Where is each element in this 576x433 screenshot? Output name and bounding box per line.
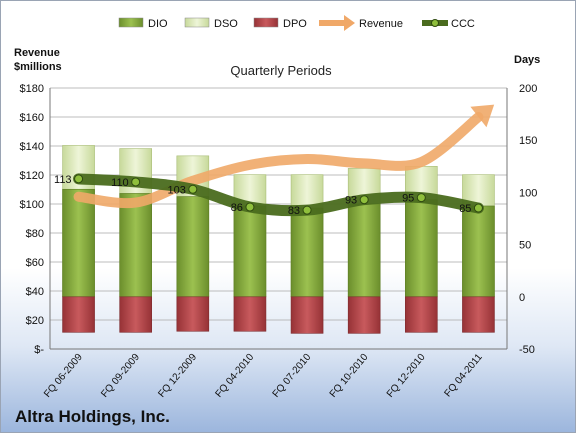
category-label: FQ 07-2010 xyxy=(271,352,314,400)
ccc-point xyxy=(131,177,141,187)
ccc-point xyxy=(359,195,369,205)
ccc-data-label: 110 xyxy=(111,177,129,189)
dio-bar xyxy=(347,203,381,298)
left-tick-label: $20 xyxy=(26,315,44,327)
category-label: FQ 06-2009 xyxy=(42,352,85,400)
legend-label: DSO xyxy=(214,18,238,30)
ccc-point xyxy=(302,205,312,215)
ccc-data-label: 113 xyxy=(54,174,72,186)
legend-label: DIO xyxy=(148,18,168,30)
ccc-point xyxy=(188,184,198,194)
ccc-point xyxy=(245,202,255,212)
ccc-data-label: 95 xyxy=(402,193,414,205)
dpo-bar xyxy=(233,296,267,332)
legend-swatch xyxy=(253,17,279,28)
ccc-data-label: 93 xyxy=(345,195,357,207)
dio-bar xyxy=(176,196,210,298)
dpo-bar xyxy=(462,296,495,333)
legend-swatch xyxy=(118,17,144,28)
right-axis-label: Days xyxy=(514,54,540,66)
left-axis-label-line2: $millions xyxy=(14,61,62,73)
ccc-point xyxy=(473,203,483,213)
left-axis-label-line1: Revenue xyxy=(14,47,60,59)
dpo-bar xyxy=(290,296,324,334)
left-tick-label: $100 xyxy=(20,199,44,211)
legend-swatch xyxy=(184,17,210,28)
bars xyxy=(62,145,495,334)
chart-title: Quarterly Periods xyxy=(230,63,332,78)
company-name: Altra Holdings, Inc. xyxy=(15,407,170,426)
category-label: FQ 12-2010 xyxy=(385,352,428,400)
right-tick-label: 50 xyxy=(519,240,531,252)
dio-bar xyxy=(119,193,152,298)
legend-label: Revenue xyxy=(359,18,403,30)
dpo-bar xyxy=(119,296,152,333)
legend-swatch-marker xyxy=(431,19,439,27)
right-tick-label: 150 xyxy=(519,135,537,147)
left-tick-label: $160 xyxy=(20,112,44,124)
right-tick-label: 100 xyxy=(519,187,537,199)
ccc-data-label: 83 xyxy=(288,205,300,217)
right-tick-label: 200 xyxy=(519,83,537,95)
left-tick-label: $180 xyxy=(20,83,44,95)
right-tick-label: -50 xyxy=(519,344,535,356)
left-tick-label: $140 xyxy=(20,141,44,153)
ccc-data-label: 85 xyxy=(459,203,471,215)
category-label: FQ 04-2010 xyxy=(214,352,257,400)
category-label: FQ 12-2009 xyxy=(156,352,199,400)
dpo-bar xyxy=(176,296,210,332)
ccc-point xyxy=(416,193,426,203)
left-tick-label: $120 xyxy=(20,170,44,182)
dio-bar xyxy=(405,199,438,298)
revenue-arrow-head xyxy=(470,104,495,128)
legend-swatch-head xyxy=(344,15,355,31)
dio-bar xyxy=(290,207,324,298)
category-label: FQ 09-2009 xyxy=(99,352,142,400)
legend-label: DPO xyxy=(283,18,307,30)
dio-bar xyxy=(62,188,95,298)
ccc-data-label: 103 xyxy=(167,184,185,196)
right-tick-label: 0 xyxy=(519,292,525,304)
dpo-bar xyxy=(347,296,381,334)
left-tick-label: $80 xyxy=(26,228,44,240)
left-tick-label: $- xyxy=(34,344,44,356)
ccc-series: 113 110 103 86 83 93 95 85 xyxy=(54,173,484,217)
legend: DIO DSO DPO Revenue CCC xyxy=(118,15,475,31)
ccc-data-label: 86 xyxy=(231,202,243,214)
dpo-bar xyxy=(405,296,438,333)
ccc-line xyxy=(73,173,484,217)
dpo-bar xyxy=(62,296,95,333)
ccc-point xyxy=(74,174,84,184)
category-label: FQ 04-2011 xyxy=(442,352,485,400)
dio-bar xyxy=(462,205,495,298)
revenue-arrow-line xyxy=(73,112,484,209)
left-tick-label: $40 xyxy=(26,286,44,298)
left-tick-label: $60 xyxy=(26,257,44,269)
revenue-series xyxy=(73,104,495,209)
category-label: FQ 10-2010 xyxy=(328,352,371,400)
dio-bar xyxy=(233,205,267,298)
legend-label: CCC xyxy=(451,18,475,30)
